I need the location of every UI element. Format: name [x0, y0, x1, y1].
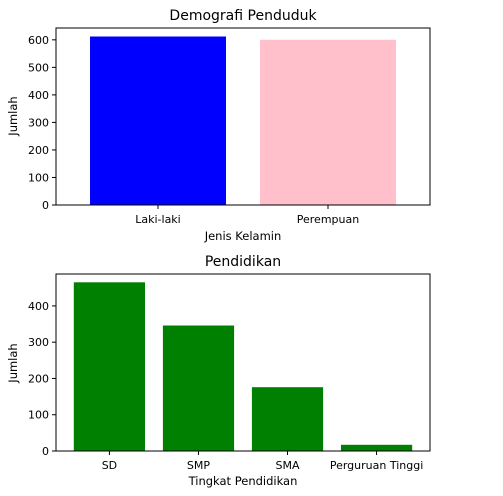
plot-frame	[55, 273, 431, 452]
x-tick-label: SMP	[187, 459, 210, 472]
y-tick-label: 300	[28, 116, 49, 129]
x-ticks: SD SMP SMA Perguruan Tinggi	[102, 451, 423, 472]
x-tick-label: SD	[102, 459, 117, 472]
y-tick-label: 0	[42, 445, 49, 458]
bar-sma	[251, 387, 324, 451]
chart-pendidikan: Pendidikan Tingkat Pendidikan Jumlah 0 10…	[6, 254, 431, 488]
chart-demografi: Demografi Penduduk Jenis Kelamin Jumlah …	[6, 8, 431, 243]
y-tick-label: 100	[28, 171, 49, 184]
bar-laki-laki	[90, 36, 226, 205]
chart-title: Pendidikan	[205, 254, 281, 270]
x-axis-label: Jenis Kelamin	[204, 229, 282, 243]
y-tick-label: 100	[28, 409, 49, 422]
y-tick-label: 400	[28, 89, 49, 102]
x-tick-label: Perempuan	[297, 213, 359, 226]
x-tick-label: Laki-laki	[135, 213, 181, 226]
plot-frame	[55, 27, 431, 206]
x-tick-label: Perguruan Tinggi	[330, 459, 423, 472]
x-axis-label: Tingkat Pendidikan	[188, 474, 298, 488]
bars	[73, 282, 413, 451]
y-tick-label: 300	[28, 336, 49, 349]
x-ticks: Laki-laki Perempuan	[135, 205, 359, 226]
bar-perguruan-tinggi	[341, 444, 413, 451]
y-tick-label: 400	[28, 300, 49, 313]
y-ticks: 0 100 200 300 400	[28, 300, 56, 458]
bars	[90, 36, 396, 205]
y-tick-label: 600	[28, 34, 49, 47]
y-axis-label: Jumlah	[6, 96, 20, 136]
y-tick-label: 200	[28, 372, 49, 385]
y-tick-label: 0	[42, 199, 49, 212]
y-tick-label: 500	[28, 61, 49, 74]
y-axis-label: Jumlah	[6, 343, 20, 383]
y-ticks: 0 100 200 300 400 500 600	[28, 34, 56, 212]
bar-perempuan	[260, 39, 396, 205]
bar-smp	[162, 325, 235, 451]
x-tick-label: SMA	[276, 459, 300, 472]
bar-sd	[73, 282, 145, 451]
chart-title: Demografi Penduduk	[169, 8, 317, 24]
y-tick-label: 200	[28, 144, 49, 157]
